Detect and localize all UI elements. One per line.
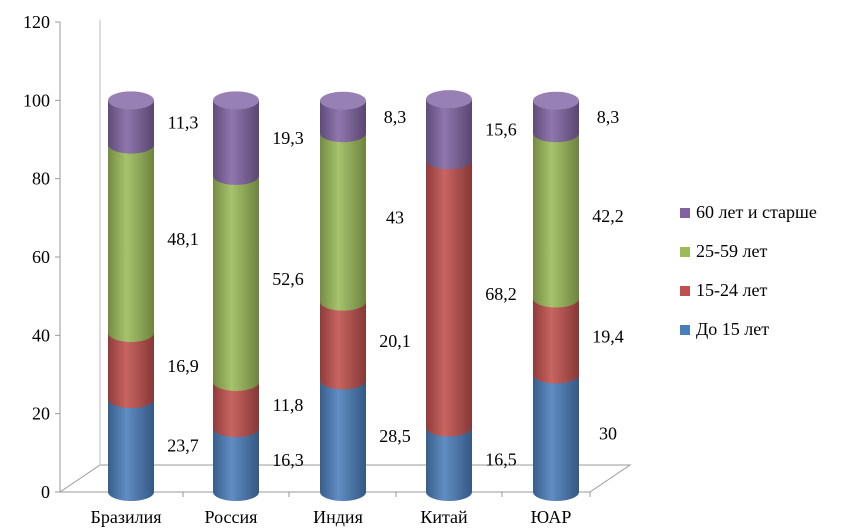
data-label: 42,2 bbox=[592, 206, 624, 226]
data-label: 8,3 bbox=[597, 107, 620, 127]
legend-label: 25-59 лет bbox=[696, 241, 767, 261]
x-tick-label: Россия bbox=[205, 507, 258, 527]
legend-label: 15-24 лет bbox=[696, 280, 767, 300]
legend-swatch bbox=[680, 286, 690, 296]
bar-top-cap bbox=[108, 91, 154, 109]
bar-top-cap bbox=[213, 91, 259, 109]
y-tick-label: 0 bbox=[41, 482, 50, 502]
data-label: 11,3 bbox=[168, 112, 199, 132]
bar-segment bbox=[426, 160, 472, 436]
data-label: 30 bbox=[599, 423, 617, 443]
bar-segment bbox=[320, 302, 366, 390]
bar-segment bbox=[533, 133, 579, 307]
data-label: 19,4 bbox=[592, 327, 624, 347]
data-label: 43 bbox=[386, 207, 404, 227]
bar-top-cap bbox=[426, 90, 472, 108]
x-tick-label: Китай bbox=[420, 507, 468, 527]
bar-segment bbox=[213, 176, 259, 391]
data-label: 20,1 bbox=[379, 331, 411, 351]
bar-segment bbox=[426, 99, 472, 169]
bar-top-cap bbox=[533, 92, 579, 110]
data-label: 23,7 bbox=[167, 436, 199, 456]
data-label: 19,3 bbox=[272, 128, 304, 148]
bar-stack bbox=[533, 92, 579, 501]
bar-top-cap bbox=[320, 92, 366, 110]
data-label: 8,3 bbox=[384, 107, 407, 127]
bar-stack bbox=[108, 91, 154, 501]
bar-stack bbox=[213, 91, 259, 501]
legend-item: 15-24 лет bbox=[680, 280, 767, 300]
data-label: 16,5 bbox=[485, 450, 517, 470]
bar-segment bbox=[320, 133, 366, 310]
y-tick-label: 80 bbox=[32, 169, 50, 189]
y-tick-label: 20 bbox=[32, 404, 50, 424]
bar-stack bbox=[320, 92, 366, 501]
bar-segment bbox=[213, 100, 259, 185]
bar-segment bbox=[533, 375, 579, 502]
x-tick-label: Бразилия bbox=[91, 507, 162, 527]
chart-legend: 60 лет и старше 25-59 лет 15-24 лет До 15 л… bbox=[680, 202, 817, 339]
legend-swatch bbox=[680, 247, 690, 257]
legend-item: 60 лет и старше bbox=[680, 202, 817, 222]
bar-segment bbox=[533, 299, 579, 384]
bar-stack bbox=[426, 90, 472, 501]
x-tick-label: Индия bbox=[313, 507, 363, 527]
y-tick-label: 60 bbox=[32, 247, 50, 267]
legend-label: 60 лет и старше bbox=[696, 202, 817, 222]
y-tick-label: 40 bbox=[32, 325, 50, 345]
bar-segment bbox=[213, 428, 259, 501]
legend-label: До 15 лет bbox=[696, 319, 769, 339]
bar-segment bbox=[108, 145, 154, 342]
legend-item: До 15 лет bbox=[680, 319, 769, 339]
data-label: 68,2 bbox=[485, 284, 517, 304]
data-label: 16,9 bbox=[167, 356, 199, 376]
x-tick-label: ЮАР bbox=[531, 507, 572, 527]
legend-swatch bbox=[680, 208, 690, 218]
bar-segment bbox=[320, 380, 366, 501]
legend-swatch bbox=[680, 325, 690, 335]
bar-segment bbox=[426, 427, 472, 501]
bar-segment bbox=[108, 399, 154, 501]
data-label: 48,1 bbox=[167, 229, 199, 249]
legend-item: 25-59 лет bbox=[680, 241, 767, 261]
data-label: 52,6 bbox=[272, 269, 304, 289]
y-tick-label: 100 bbox=[23, 90, 50, 110]
y-tick-label: 120 bbox=[23, 12, 50, 32]
data-label: 15,6 bbox=[485, 120, 517, 140]
data-label: 11,8 bbox=[273, 395, 304, 415]
data-label: 16,3 bbox=[272, 450, 304, 470]
data-label: 28,5 bbox=[379, 426, 411, 446]
bar-segment bbox=[108, 333, 154, 408]
